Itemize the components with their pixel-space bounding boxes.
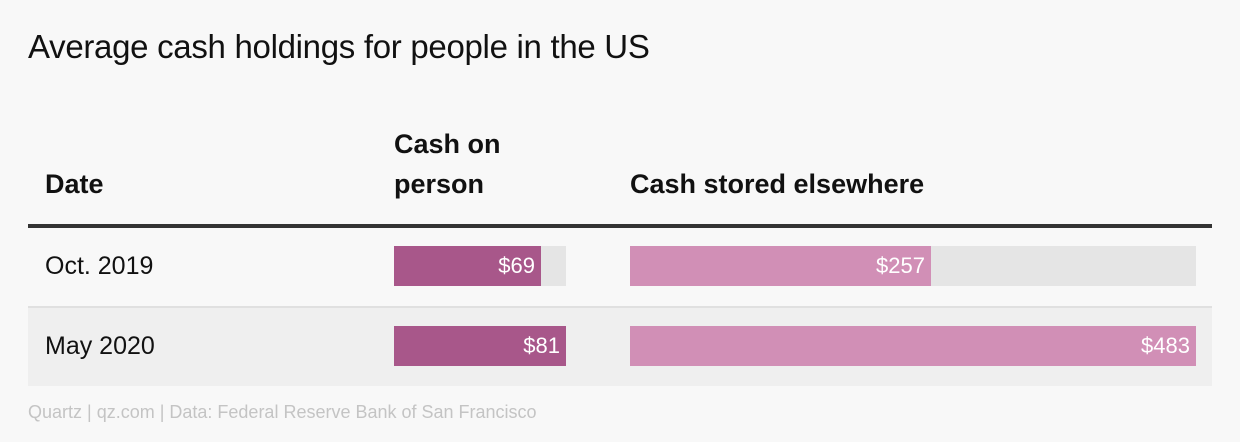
- bar-track-cash-on-person: $69: [394, 246, 566, 286]
- bar-value-label: $69: [498, 253, 535, 278]
- header-divider: [28, 224, 1212, 228]
- row-divider: [28, 306, 1212, 308]
- bar-cash-elsewhere: [630, 246, 931, 286]
- row-label-date: Oct. 2019: [45, 252, 154, 280]
- bar-track-cash-elsewhere: $483: [630, 326, 1196, 366]
- column-header-cash-on-person: Cash on person: [394, 129, 501, 199]
- bar-value-label: $483: [1141, 333, 1190, 358]
- row-label-date: May 2020: [45, 332, 155, 360]
- bar-value-label: $257: [876, 253, 925, 278]
- column-header-cash-elsewhere: Cash stored elsewhere: [630, 169, 925, 199]
- table-row: Oct. 2019: [28, 228, 1212, 306]
- bar-cash-elsewhere: [630, 326, 1196, 366]
- chart-title: Average cash holdings for people in the …: [28, 28, 650, 65]
- bar-track-cash-on-person: $81: [394, 326, 566, 366]
- bar-cash-on-person: [394, 326, 566, 366]
- bar-value-label: $81: [523, 333, 560, 358]
- source-footer: Quartz | qz.com | Data: Federal Reserve …: [28, 402, 537, 422]
- column-header-date: Date: [45, 169, 104, 199]
- bar-cash-on-person: [394, 246, 541, 286]
- bar-track-cash-elsewhere: $257: [630, 246, 1196, 286]
